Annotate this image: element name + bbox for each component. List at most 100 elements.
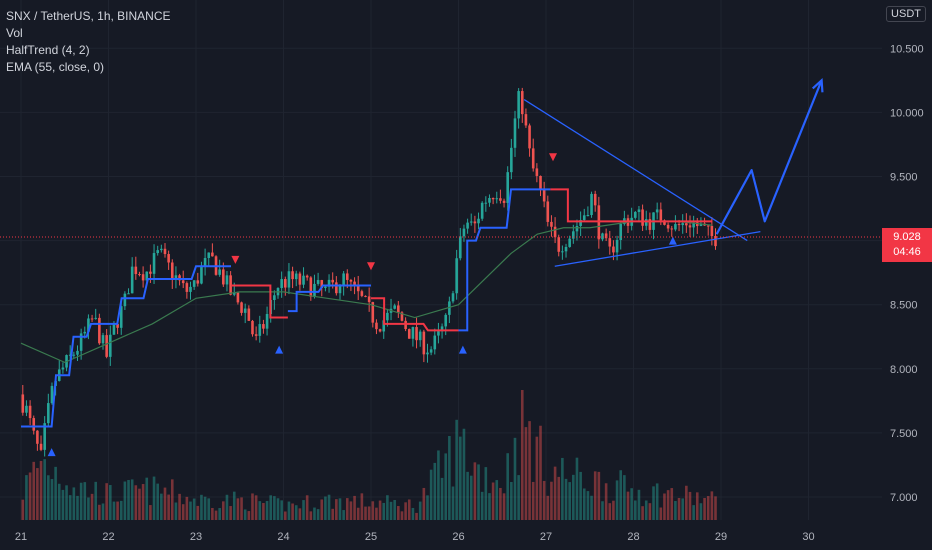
- volume-bar: [50, 479, 54, 520]
- volume-bar: [386, 495, 389, 520]
- symbol-title[interactable]: SNX / TetherUS, 1h, BINANCE: [6, 9, 171, 23]
- volume-bar: [626, 491, 630, 520]
- volume-bar: [327, 494, 331, 520]
- candle-body: [604, 233, 608, 239]
- current-price-tag: 9.028 04:46: [882, 228, 932, 262]
- candle-body: [513, 118, 517, 148]
- volume-bar: [655, 483, 659, 520]
- halftrend-indicator-label[interactable]: HalfTrend (4, 2): [6, 43, 90, 57]
- volume-bar: [331, 508, 334, 520]
- candle-body: [579, 220, 582, 226]
- candle-body: [291, 271, 294, 280]
- volume-bar: [160, 493, 163, 520]
- volume-bar: [324, 496, 327, 520]
- volume-bar: [550, 481, 553, 520]
- candle-body: [280, 279, 283, 289]
- volume-bar: [316, 509, 320, 520]
- volume-bar: [68, 495, 72, 520]
- price-tick-label: 7.500: [890, 428, 918, 440]
- volume-bar: [345, 498, 349, 520]
- candle-body: [448, 301, 451, 315]
- volume-bar: [608, 503, 612, 520]
- volume-bar: [520, 390, 524, 520]
- volume-bar: [262, 502, 265, 520]
- candle-body: [240, 302, 243, 313]
- candle-body: [302, 275, 305, 285]
- volume-bar: [695, 492, 699, 520]
- volume-bar: [138, 488, 141, 520]
- candle-body: [109, 334, 112, 357]
- candle-body: [520, 91, 524, 115]
- candle-body: [608, 238, 612, 247]
- volume-bar: [429, 469, 433, 520]
- candle-body: [455, 258, 458, 294]
- candle-body: [101, 335, 105, 344]
- volume-bar: [415, 512, 418, 520]
- candle-body: [670, 228, 674, 230]
- price-axis[interactable]: 10.50010.0009.5009.0008.5008.0007.5007.0…: [890, 43, 924, 504]
- time-axis[interactable]: 21 22 23 24 25 26 27 28 29 30: [15, 531, 815, 543]
- volume-bar: [178, 493, 181, 520]
- candle-body: [714, 236, 717, 247]
- volume-bar: [659, 507, 663, 520]
- date-tick-label: 28: [627, 531, 639, 543]
- candle-body: [699, 223, 703, 227]
- candle-body: [50, 385, 54, 404]
- candle-body: [338, 286, 342, 294]
- vol-indicator-label[interactable]: Vol: [6, 26, 23, 40]
- volume-bar: [189, 501, 192, 520]
- candle-body: [375, 322, 378, 330]
- candle-body: [637, 209, 641, 213]
- volume-bar: [320, 499, 324, 520]
- volume-bar: [546, 495, 550, 520]
- candle-body: [353, 281, 356, 286]
- sell-signal-marker: [231, 255, 240, 264]
- candle-body: [145, 271, 149, 281]
- volume-bar: [582, 488, 586, 520]
- date-tick-label: 24: [277, 531, 289, 543]
- candle-body: [181, 280, 185, 284]
- volume-bar: [258, 501, 262, 520]
- volume-bar: [214, 510, 218, 520]
- volume-bar: [65, 485, 68, 520]
- ema-indicator-label[interactable]: EMA (55, close, 0): [6, 60, 105, 74]
- volume-bar: [356, 507, 360, 520]
- candle-body: [561, 251, 564, 253]
- volume-bar: [506, 453, 509, 520]
- candle-body: [451, 293, 455, 302]
- candle-body: [43, 423, 46, 450]
- volume-bar: [284, 511, 287, 520]
- volume-bar: [593, 471, 597, 520]
- volume-bar: [524, 427, 528, 520]
- volume-bar: [710, 491, 714, 520]
- candle-body: [677, 224, 681, 226]
- volume-bar: [488, 493, 491, 520]
- volume-bar: [685, 485, 688, 520]
- volume-bar: [404, 502, 407, 520]
- price-tick-label: 8.000: [890, 364, 918, 376]
- volume-bar: [677, 497, 681, 520]
- candle-body: [546, 201, 550, 222]
- volume-bar: [54, 466, 57, 520]
- candle-body: [324, 286, 327, 288]
- candle-body: [499, 198, 502, 201]
- volume-bar: [61, 489, 65, 520]
- halftrend-segment: [550, 188, 634, 223]
- forecast-arrow-head: [812, 78, 824, 93]
- candle-body: [674, 224, 677, 230]
- candle-body: [152, 253, 156, 274]
- volume-bar: [491, 482, 495, 520]
- volume-bar: [196, 505, 200, 520]
- price-tick-label: 10.000: [890, 107, 924, 119]
- candle-body: [367, 296, 371, 303]
- volume-bar: [119, 500, 123, 520]
- candle-body: [360, 291, 364, 296]
- currency-badge[interactable]: USDT: [886, 6, 926, 22]
- volume-bar: [590, 495, 593, 520]
- volume-bar: [444, 453, 448, 520]
- volume-bar: [21, 499, 25, 520]
- candle-body: [123, 293, 127, 307]
- volume-bar: [211, 507, 214, 520]
- volume-bar: [251, 493, 254, 520]
